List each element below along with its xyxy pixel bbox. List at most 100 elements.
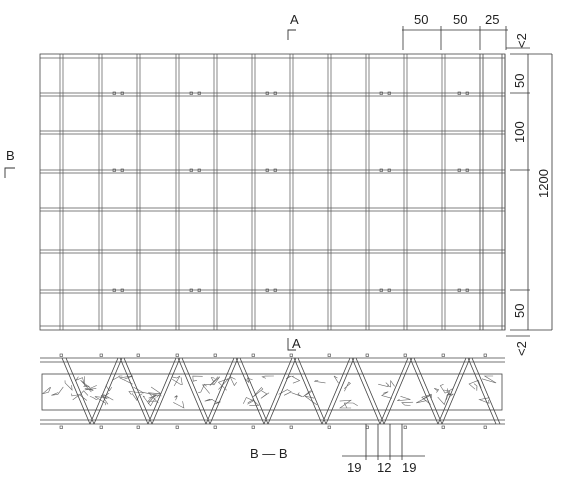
truss-diagonal	[297, 357, 327, 425]
truss-diagonal	[61, 357, 91, 425]
dim-height: 1200	[536, 169, 551, 198]
truss-diagonal	[355, 357, 385, 425]
weld-dot	[189, 288, 193, 292]
section-mark-a-top: A	[287, 12, 299, 40]
aggregate-crack	[89, 396, 98, 400]
truss-diagonal	[177, 357, 207, 425]
aggregate-crack	[192, 375, 203, 382]
aggregate-crack	[473, 383, 478, 391]
aggregate-crack	[302, 390, 314, 397]
panel-outline	[39, 53, 506, 331]
aggregate-crack	[247, 399, 260, 406]
truss-diagonal	[379, 357, 409, 425]
aggregate-crack	[443, 388, 451, 396]
aggregate-crack	[64, 380, 73, 391]
aggregate-crack	[313, 380, 326, 384]
aggregate-crack	[79, 390, 89, 401]
bar-point	[327, 353, 331, 357]
aggregate-crack	[209, 376, 221, 386]
aggregate-crack	[142, 395, 156, 407]
aggregate-crack	[416, 394, 432, 404]
aggregate-crack	[172, 375, 181, 387]
dim-right-3: 50	[512, 304, 527, 318]
aggregate-crack	[84, 385, 97, 391]
right-dimensions	[506, 47, 553, 337]
weld-dot	[120, 91, 124, 95]
aggregate-crack	[439, 384, 453, 394]
truss-diagonal	[239, 357, 269, 425]
bar-point	[251, 353, 255, 357]
aggregate-crack	[150, 386, 162, 397]
aggregate-crack	[217, 378, 229, 391]
section-mark-a-bottom: A	[287, 336, 301, 351]
concrete-core	[41, 373, 503, 411]
truss-diagonal	[413, 357, 443, 425]
aggregate-crack	[102, 394, 114, 405]
aggregate-crack	[387, 379, 395, 388]
weld-dot	[379, 91, 383, 95]
aggregate-crack	[198, 383, 207, 393]
weld-dot	[265, 91, 269, 95]
truss-diagonal	[383, 357, 413, 425]
truss-diagonal	[123, 357, 153, 425]
weld-dot	[387, 288, 391, 292]
truss-diagonal	[351, 357, 381, 425]
aggregate-crack	[174, 395, 178, 401]
weld-dot	[457, 288, 461, 292]
aggregate-crack	[291, 375, 301, 384]
aggregate-crack	[201, 383, 215, 394]
bar-point	[136, 425, 140, 429]
truss-diagonals	[61, 357, 501, 425]
top-dimensions	[402, 26, 508, 50]
aggregate-crack	[291, 392, 303, 398]
aggregate-crack	[343, 381, 351, 392]
aggregate-crack	[401, 401, 414, 406]
weld-dot	[379, 168, 383, 172]
dim-bottom-2: 12	[377, 460, 391, 475]
weld-dot	[189, 168, 193, 172]
bar-point	[441, 353, 445, 357]
section-label-a-bottom: A	[292, 336, 301, 351]
dim-top-1: 50	[414, 12, 428, 27]
truss-diagonal	[181, 357, 211, 425]
weld-dot	[465, 91, 469, 95]
aggregate-crack	[210, 377, 215, 382]
truss-diagonal	[93, 357, 123, 425]
aggregate-crack	[260, 390, 270, 399]
section-bar-points	[59, 353, 487, 429]
section-view	[40, 357, 505, 425]
truss-diagonal	[89, 357, 119, 425]
weld-dot	[120, 168, 124, 172]
weld-dot	[265, 288, 269, 292]
bar-point	[327, 425, 331, 429]
bar-point	[59, 425, 63, 429]
truss-diagonal	[441, 357, 471, 425]
weld-dot	[197, 168, 201, 172]
aggregate-crack	[252, 386, 264, 398]
truss-diagonal	[321, 357, 351, 425]
section-title: B — B	[250, 446, 288, 461]
truss-diagonal	[467, 357, 497, 425]
aggregate-crack	[229, 376, 237, 387]
bar-point	[99, 353, 103, 357]
weld-dot	[189, 91, 193, 95]
aggregate-crack	[468, 379, 482, 390]
bar-point	[483, 425, 487, 429]
weld-dot	[112, 168, 116, 172]
bar-point	[99, 425, 103, 429]
aggregate-crack	[381, 391, 392, 399]
bar-point	[251, 425, 255, 429]
aggregate-crack	[397, 396, 411, 401]
weld-dot	[197, 91, 201, 95]
weld-dot	[197, 288, 201, 292]
bar-point	[289, 353, 293, 357]
bottom-dimensions	[342, 424, 425, 460]
bar-point	[365, 353, 369, 357]
aggregate-crack	[204, 398, 213, 402]
dim-right-1: 50	[512, 74, 527, 88]
weld-dot	[112, 288, 116, 292]
aggregate-crack	[304, 395, 318, 406]
aggregate-crack	[71, 393, 80, 401]
truss-diagonal	[263, 357, 293, 425]
weld-dot	[465, 168, 469, 172]
